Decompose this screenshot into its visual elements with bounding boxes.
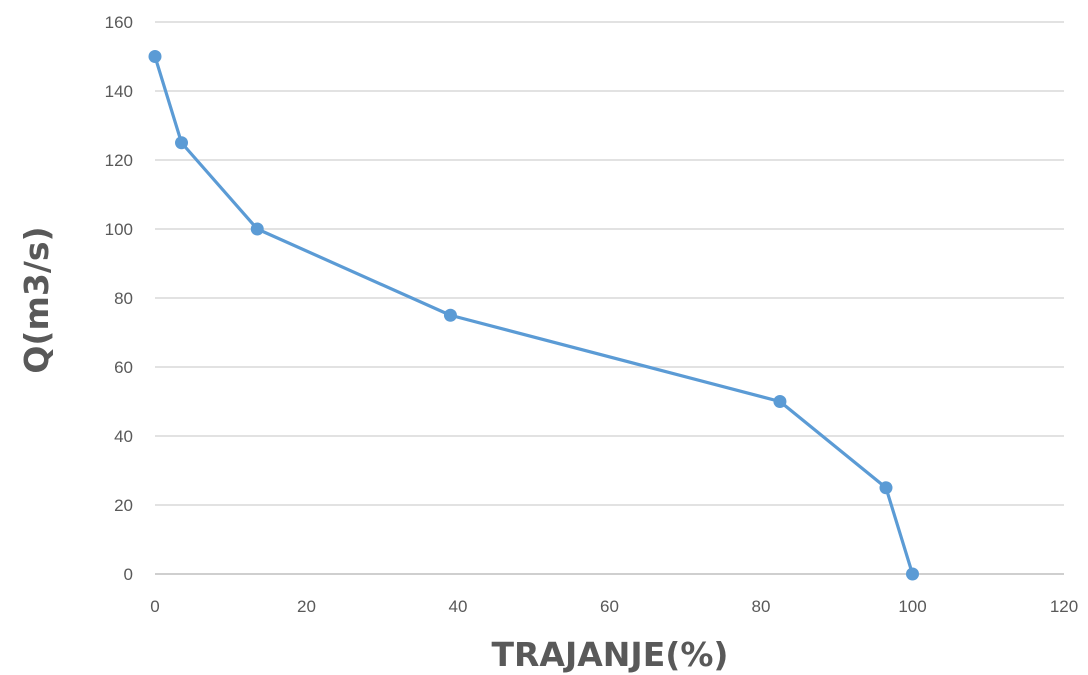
data-point bbox=[250, 222, 264, 236]
data-point bbox=[879, 481, 893, 495]
y-tick-label: 160 bbox=[105, 13, 133, 32]
x-tick-label: 0 bbox=[150, 597, 159, 616]
x-tick-label: 80 bbox=[752, 597, 771, 616]
y-tick-label: 80 bbox=[114, 289, 133, 308]
data-point bbox=[773, 395, 787, 408]
data-point bbox=[175, 136, 189, 150]
x-tick-label: 120 bbox=[1050, 597, 1078, 616]
y-tick-label: 20 bbox=[114, 496, 133, 515]
gridlines bbox=[155, 21, 1064, 506]
x-tick-label: 20 bbox=[297, 597, 316, 616]
data-point bbox=[906, 567, 919, 581]
data-series bbox=[148, 50, 919, 581]
data-point bbox=[443, 308, 457, 322]
x-tick-label: 40 bbox=[449, 597, 468, 616]
y-tick-label: 140 bbox=[105, 82, 133, 101]
y-tick-label: 100 bbox=[105, 220, 133, 239]
x-tick-label: 100 bbox=[898, 597, 926, 616]
x-tick-label: 60 bbox=[600, 597, 619, 616]
data-point bbox=[148, 50, 162, 63]
y-tick-label: 120 bbox=[105, 151, 133, 170]
y-tick-labels: 0 20 40 60 80 100 120 140 160 bbox=[105, 13, 133, 584]
y-tick-label: 0 bbox=[124, 565, 133, 584]
series-line bbox=[153, 56, 915, 575]
y-tick-label: 40 bbox=[114, 427, 133, 446]
y-tick-label: 60 bbox=[114, 358, 133, 377]
y-axis-title: Q(m3/s) bbox=[17, 226, 56, 373]
x-axis-title: TRAJANJE(%) bbox=[492, 635, 729, 674]
x-tick-labels: 0 20 40 60 80 100 120 bbox=[150, 597, 1078, 616]
